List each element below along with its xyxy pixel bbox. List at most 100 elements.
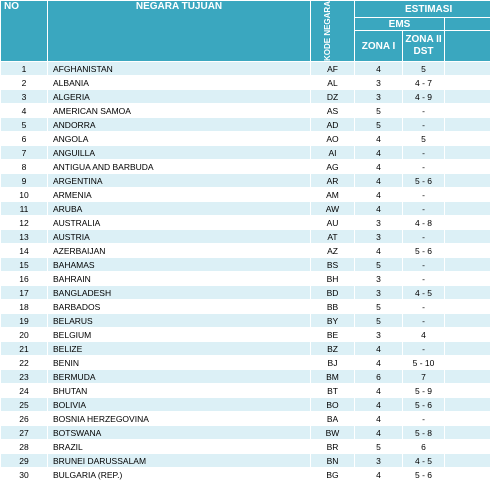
row-no: 10	[0, 187, 48, 203]
row-zona-i: 4	[354, 341, 403, 357]
row-extra	[443, 299, 490, 315]
row-zona-i: 4	[354, 201, 403, 217]
row-extra	[443, 439, 490, 455]
table-row: 15 BAHAMAS BS 5-	[0, 257, 490, 273]
table-row: 30 BULGARIA (REP.) BG 4 5 - 6	[0, 467, 490, 481]
row-country: BARBADOS	[47, 299, 311, 315]
row-extra	[443, 75, 490, 91]
table-row: 20 BELGIUM BE 3 4	[0, 327, 490, 343]
row-zona-i: 4	[354, 355, 403, 371]
row-country: AFGHANISTAN	[47, 61, 311, 77]
row-no: 15	[0, 257, 48, 273]
row-no: 24	[0, 383, 48, 399]
row-zona-i: 4	[354, 187, 403, 203]
row-country-code: AW	[310, 201, 355, 217]
row-no: 11	[0, 201, 48, 217]
row-country: ARUBA	[47, 201, 311, 217]
row-extra	[443, 271, 490, 287]
row-extra	[443, 131, 490, 147]
row-no: 3	[0, 89, 48, 105]
row-zona-ii: -	[402, 159, 445, 175]
row-zona-ii: -	[402, 341, 445, 357]
row-country: ALGERIA	[47, 89, 311, 105]
row-zona-ii: -	[402, 187, 445, 203]
header-no: NO	[0, 0, 48, 63]
row-zona-ii: -	[402, 411, 445, 427]
row-zona-i: 4	[354, 383, 403, 399]
row-zona-i: 5	[354, 103, 403, 119]
row-no: 20	[0, 327, 48, 343]
row-extra	[443, 467, 490, 481]
table-row: 11 ARUBA AW 4-	[0, 201, 490, 217]
row-zona-i: 3	[354, 285, 403, 301]
header-kode-negara: KODE NEGARA	[310, 0, 355, 63]
row-country-code: BT	[310, 383, 355, 399]
row-country: BOLIVIA	[47, 397, 311, 413]
row-zona-ii: -	[402, 229, 445, 245]
row-extra	[443, 453, 490, 469]
table-row: 13 AUSTRIA AT 3-	[0, 229, 490, 245]
table-row: 21 BELIZE BZ 4-	[0, 341, 490, 357]
row-no: 26	[0, 411, 48, 427]
row-country-code: AG	[310, 159, 355, 175]
row-no: 9	[0, 173, 48, 189]
row-zona-ii: -	[402, 271, 445, 287]
row-country-code: BH	[310, 271, 355, 287]
row-extra	[443, 369, 490, 385]
table-row: 19 BELARUS BY 5-	[0, 313, 490, 329]
row-country: BELARUS	[47, 313, 311, 329]
row-no: 17	[0, 285, 48, 301]
row-extra	[443, 89, 490, 105]
row-zona-i: 4	[354, 173, 403, 189]
row-country-code: AU	[310, 215, 355, 231]
row-no: 28	[0, 439, 48, 455]
row-country: BOTSWANA	[47, 425, 311, 441]
row-country: BRUNEI DARUSSALAM	[47, 453, 311, 469]
row-country: AZERBAIJAN	[47, 243, 311, 259]
row-country: BAHRAIN	[47, 271, 311, 287]
row-zona-ii: 7	[402, 369, 445, 385]
row-no: 13	[0, 229, 48, 245]
row-country-code: AL	[310, 75, 355, 91]
row-country: AUSTRALIA	[47, 215, 311, 231]
table-row: 27 BOTSWANA BW 4 5 - 8	[0, 425, 490, 441]
row-extra	[443, 285, 490, 301]
row-zona-i: 3	[354, 215, 403, 231]
header-ems: EMS	[354, 17, 445, 31]
row-country-code: BE	[310, 327, 355, 343]
row-zona-ii: 4	[402, 327, 445, 343]
row-zona-i: 4	[354, 411, 403, 427]
header-estimasi: ESTIMASI	[353, 0, 490, 18]
row-zona-ii: 4 - 9	[402, 89, 445, 105]
table-row: 10 ARMENIA AM 4-	[0, 187, 490, 203]
row-zona-ii: 5 - 10	[402, 355, 445, 371]
row-zona-i: 5	[354, 439, 403, 455]
row-extra	[443, 159, 490, 175]
row-zona-ii: 5 - 6	[402, 467, 445, 481]
header-blank	[443, 17, 490, 31]
row-zona-i: 4	[354, 243, 403, 259]
row-zona-ii: 5	[402, 61, 445, 77]
row-no: 1	[0, 61, 48, 77]
row-country: ANDORRA	[47, 117, 311, 133]
row-country-code: AM	[310, 187, 355, 203]
row-zona-ii: 5 - 6	[402, 173, 445, 189]
row-country-code: BO	[310, 397, 355, 413]
row-extra	[443, 383, 490, 399]
row-extra	[443, 355, 490, 371]
row-country-code: BJ	[310, 355, 355, 371]
row-country-code: BM	[310, 369, 355, 385]
row-no: 14	[0, 243, 48, 259]
row-country-code: AT	[310, 229, 355, 245]
header-zona-i: ZONA I	[354, 29, 403, 63]
row-extra	[443, 173, 490, 189]
row-zona-i: 4	[354, 159, 403, 175]
row-extra	[443, 61, 490, 77]
row-extra	[443, 425, 490, 441]
row-extra	[443, 117, 490, 133]
row-country-code: BD	[310, 285, 355, 301]
row-no: 27	[0, 425, 48, 441]
row-extra	[443, 201, 490, 217]
row-zona-i: 4	[354, 131, 403, 147]
